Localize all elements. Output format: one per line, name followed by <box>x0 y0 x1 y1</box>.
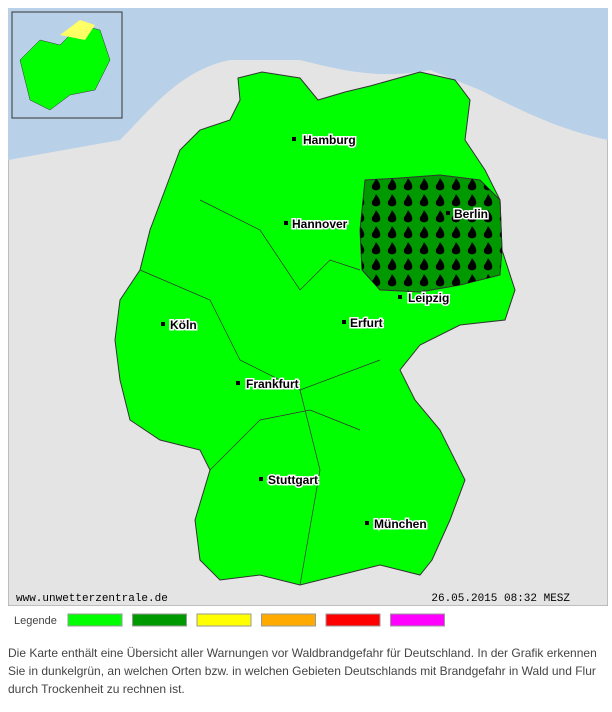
state-borders <box>139 199 381 586</box>
legend-swatch <box>196 613 252 627</box>
fire-hatch <box>360 175 502 292</box>
legend-swatch <box>325 613 381 627</box>
sea <box>8 8 608 160</box>
legend-swatch <box>261 613 316 627</box>
description: Die Karte enthält eine Übersicht aller W… <box>8 646 597 696</box>
city-label: Köln <box>170 318 197 332</box>
city-label: Frankfurt <box>246 377 299 391</box>
legend-swatch <box>132 613 187 627</box>
city-label: München <box>374 517 427 531</box>
city-label: Hamburg <box>303 133 356 147</box>
legend-swatch <box>390 613 445 627</box>
watermark: www.unwetterzentrale.de <box>16 593 168 605</box>
map: Hamburg Hannover Berlin Leipzig Köln Erf… <box>8 8 608 606</box>
legend: Legende <box>14 613 445 627</box>
city-label: Erfurt <box>350 316 383 330</box>
city-label: Leipzig <box>408 291 449 305</box>
city-label: Stuttgart <box>268 473 318 487</box>
timestamp: 26.05.2015 08:32 MESZ <box>431 593 570 605</box>
city-label: Berlin <box>454 207 488 221</box>
legend-label: Legende <box>14 615 57 627</box>
inset <box>11 11 123 119</box>
cities: Hamburg Hannover Berlin Leipzig Köln Erf… <box>161 132 490 533</box>
legend-swatch <box>67 613 123 627</box>
city-label: Hannover <box>292 217 348 231</box>
